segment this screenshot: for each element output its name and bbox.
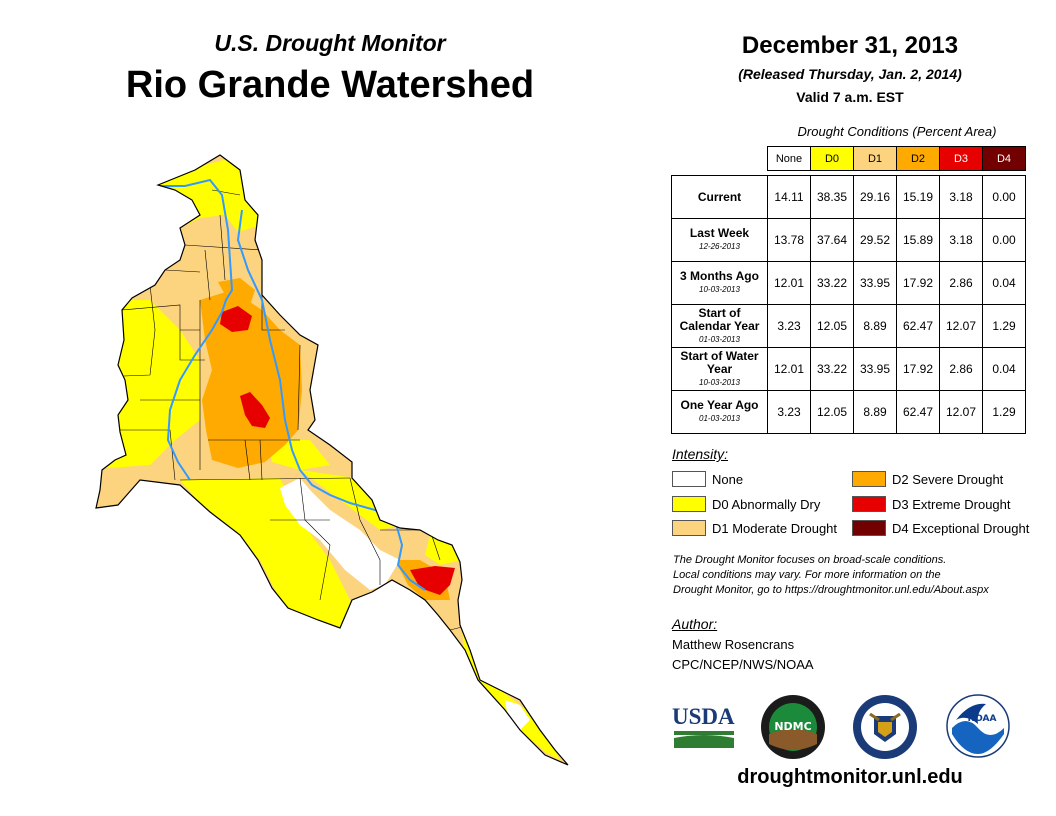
- table-row: Current 14.11 38.35 29.16 15.19 3.18 0.0…: [671, 175, 1026, 219]
- cell-d3: 2.86: [939, 261, 983, 305]
- cell-d1: 8.89: [853, 390, 897, 434]
- legend-swatch: [672, 496, 706, 512]
- cell-d4: 0.04: [982, 261, 1026, 305]
- row-label: Last Week 12-26-2013: [671, 218, 768, 262]
- table-caption: Drought Conditions (Percent Area): [797, 124, 997, 139]
- table-row: Start of Water Year 10-03-2013 12.01 33.2…: [671, 347, 1026, 391]
- cell-d3: 12.07: [939, 304, 983, 348]
- row-date: 01-03-2013: [699, 334, 740, 344]
- author-name: Matthew Rosencrans: [672, 637, 795, 652]
- valid-time: Valid 7 a.m. EST: [796, 89, 904, 105]
- cell-d1: 29.52: [853, 218, 897, 262]
- cell-d2: 15.19: [896, 175, 940, 219]
- legend-swatch: [852, 471, 886, 487]
- cell-d1: 29.16: [853, 175, 897, 219]
- table-row: Start of Calendar Year 01-03-2013 3.23 12…: [671, 304, 1026, 348]
- cell-d4: 0.04: [982, 347, 1026, 391]
- legend-title: Intensity:: [672, 446, 729, 462]
- cell-none: 12.01: [767, 347, 811, 391]
- author-heading: Author:: [672, 616, 718, 632]
- legend-swatch: [672, 520, 706, 536]
- cell-none: 3.23: [767, 304, 811, 348]
- cell-d3: 3.18: [939, 175, 983, 219]
- info-note: The Drought Monitor focuses on broad-sca…: [673, 554, 989, 596]
- cell-d4: 0.00: [982, 218, 1026, 262]
- svg-text:NOAA: NOAA: [968, 714, 997, 724]
- usda-logo: USDA: [672, 704, 735, 748]
- legend-swatch: [672, 471, 706, 487]
- col-d0: D0: [810, 146, 854, 171]
- cell-d1: 8.89: [853, 304, 897, 348]
- legend-item-d4: D4 Exceptional Drought: [852, 518, 1029, 538]
- legend-swatch: [852, 496, 886, 512]
- legend-item-d0: D0 Abnormally Dry: [672, 494, 820, 514]
- cell-d2: 15.89: [896, 218, 940, 262]
- row-date: 10-03-2013: [699, 285, 740, 294]
- legend-item-none: None: [672, 469, 743, 489]
- col-d4: D4: [982, 146, 1026, 171]
- row-label: Current: [671, 175, 768, 219]
- cell-d0: 38.35: [810, 175, 854, 219]
- cell-d2: 62.47: [896, 390, 940, 434]
- cell-d3: 3.18: [939, 218, 983, 262]
- cell-d4: 1.29: [982, 304, 1026, 348]
- drought-conditions-table: None D0 D1 D2 D3 D4 Current 14.11 38.35 …: [671, 146, 1026, 434]
- cell-d3: 12.07: [939, 390, 983, 434]
- legend-item-d1: D1 Moderate Drought: [672, 518, 837, 538]
- table-row: 3 Months Ago 10-03-2013 12.01 33.22 33.95…: [671, 261, 1026, 305]
- cell-d0: 33.22: [810, 261, 854, 305]
- cell-d4: 1.29: [982, 390, 1026, 434]
- author-organization: CPC/NCEP/NWS/NOAA: [672, 657, 814, 672]
- cell-none: 13.78: [767, 218, 811, 262]
- commerce-department-logo: [853, 695, 917, 759]
- col-d2: D2: [896, 146, 940, 171]
- cell-d4: 0.00: [982, 175, 1026, 219]
- noaa-logo: NOAA: [946, 694, 1010, 758]
- ndmc-logo: NDMC: [761, 695, 825, 759]
- cell-d1: 33.95: [853, 347, 897, 391]
- release-date: (Released Thursday, Jan. 2, 2014): [738, 66, 962, 82]
- row-date: 12-26-2013: [699, 242, 740, 251]
- website-link[interactable]: droughtmonitor.unl.edu: [737, 766, 963, 788]
- row-label: One Year Ago 01-03-2013: [671, 390, 768, 434]
- table-row: Last Week 12-26-2013 13.78 37.64 29.52 15…: [671, 218, 1026, 262]
- table-corner: [672, 147, 768, 171]
- legend-item-d3: D3 Extreme Drought: [852, 494, 1011, 514]
- cell-none: 14.11: [767, 175, 811, 219]
- cell-d1: 33.95: [853, 261, 897, 305]
- cell-d3: 2.86: [939, 347, 983, 391]
- table-header-row: None D0 D1 D2 D3 D4: [672, 146, 1026, 171]
- cell-d2: 17.92: [896, 261, 940, 305]
- row-label: Start of Calendar Year 01-03-2013: [671, 304, 768, 348]
- col-d1: D1: [853, 146, 897, 171]
- col-d3: D3: [939, 146, 983, 171]
- cell-d0: 37.64: [810, 218, 854, 262]
- cell-d0: 33.22: [810, 347, 854, 391]
- col-none: None: [767, 146, 811, 171]
- legend-item-d2: D2 Severe Drought: [852, 469, 1003, 489]
- map-subtitle: U.S. Drought Monitor: [214, 30, 446, 56]
- watershed-map: [95, 154, 569, 766]
- svg-text:USDA: USDA: [672, 704, 735, 729]
- table-row: One Year Ago 01-03-2013 3.23 12.05 8.89 6…: [671, 390, 1026, 434]
- cell-d0: 12.05: [810, 390, 854, 434]
- cell-d2: 17.92: [896, 347, 940, 391]
- map-date: December 31, 2013: [741, 32, 959, 59]
- svg-text:NDMC: NDMC: [774, 720, 811, 733]
- cell-none: 12.01: [767, 261, 811, 305]
- cell-d2: 62.47: [896, 304, 940, 348]
- row-label: Start of Water Year 10-03-2013: [671, 347, 768, 391]
- cell-none: 3.23: [767, 390, 811, 434]
- map-title: Rio Grande Watershed: [125, 64, 535, 106]
- row-label: 3 Months Ago 10-03-2013: [671, 261, 768, 305]
- row-date: 10-03-2013: [699, 377, 740, 387]
- cell-d0: 12.05: [810, 304, 854, 348]
- row-date: 01-03-2013: [699, 414, 740, 423]
- legend-swatch: [852, 520, 886, 536]
